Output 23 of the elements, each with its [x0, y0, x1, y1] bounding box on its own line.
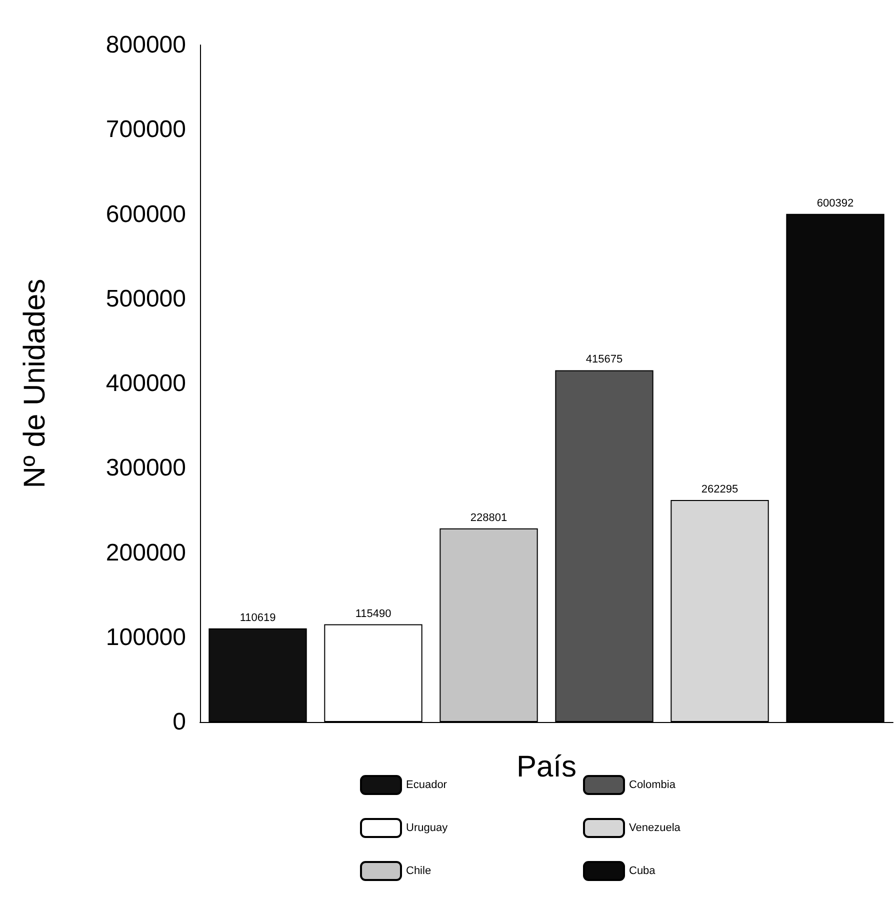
x-axis-title: País [516, 750, 577, 784]
y-tick-label: 800000 [106, 32, 186, 58]
y-axis-title: Nº de Unidades [18, 278, 52, 488]
legend-label: Cuba [629, 865, 656, 877]
y-tick-label: 300000 [106, 454, 186, 482]
y-tick-label: 600000 [106, 200, 186, 228]
legend-label: Colombia [629, 779, 676, 791]
legend-label: Ecuador [406, 779, 448, 791]
y-tick-label: 200000 [106, 539, 186, 566]
y-tick-label: 100000 [106, 624, 186, 651]
y-tick-label: 0 [172, 708, 186, 736]
data-label: 415675 [586, 354, 623, 366]
legend-label: Chile [406, 865, 432, 877]
y-tick-label: 400000 [106, 370, 186, 397]
data-label: 228801 [470, 512, 508, 524]
data-label: 115490 [355, 608, 392, 620]
legend-label: Venezuela [629, 822, 682, 834]
y-tick-label: 500000 [106, 285, 186, 312]
data-label: 262295 [701, 484, 738, 496]
data-label: 600392 [816, 197, 854, 210]
y-tick-label: 700000 [106, 116, 186, 144]
data-label: 110619 [240, 612, 276, 624]
legend-label: Uruguay [406, 822, 448, 834]
